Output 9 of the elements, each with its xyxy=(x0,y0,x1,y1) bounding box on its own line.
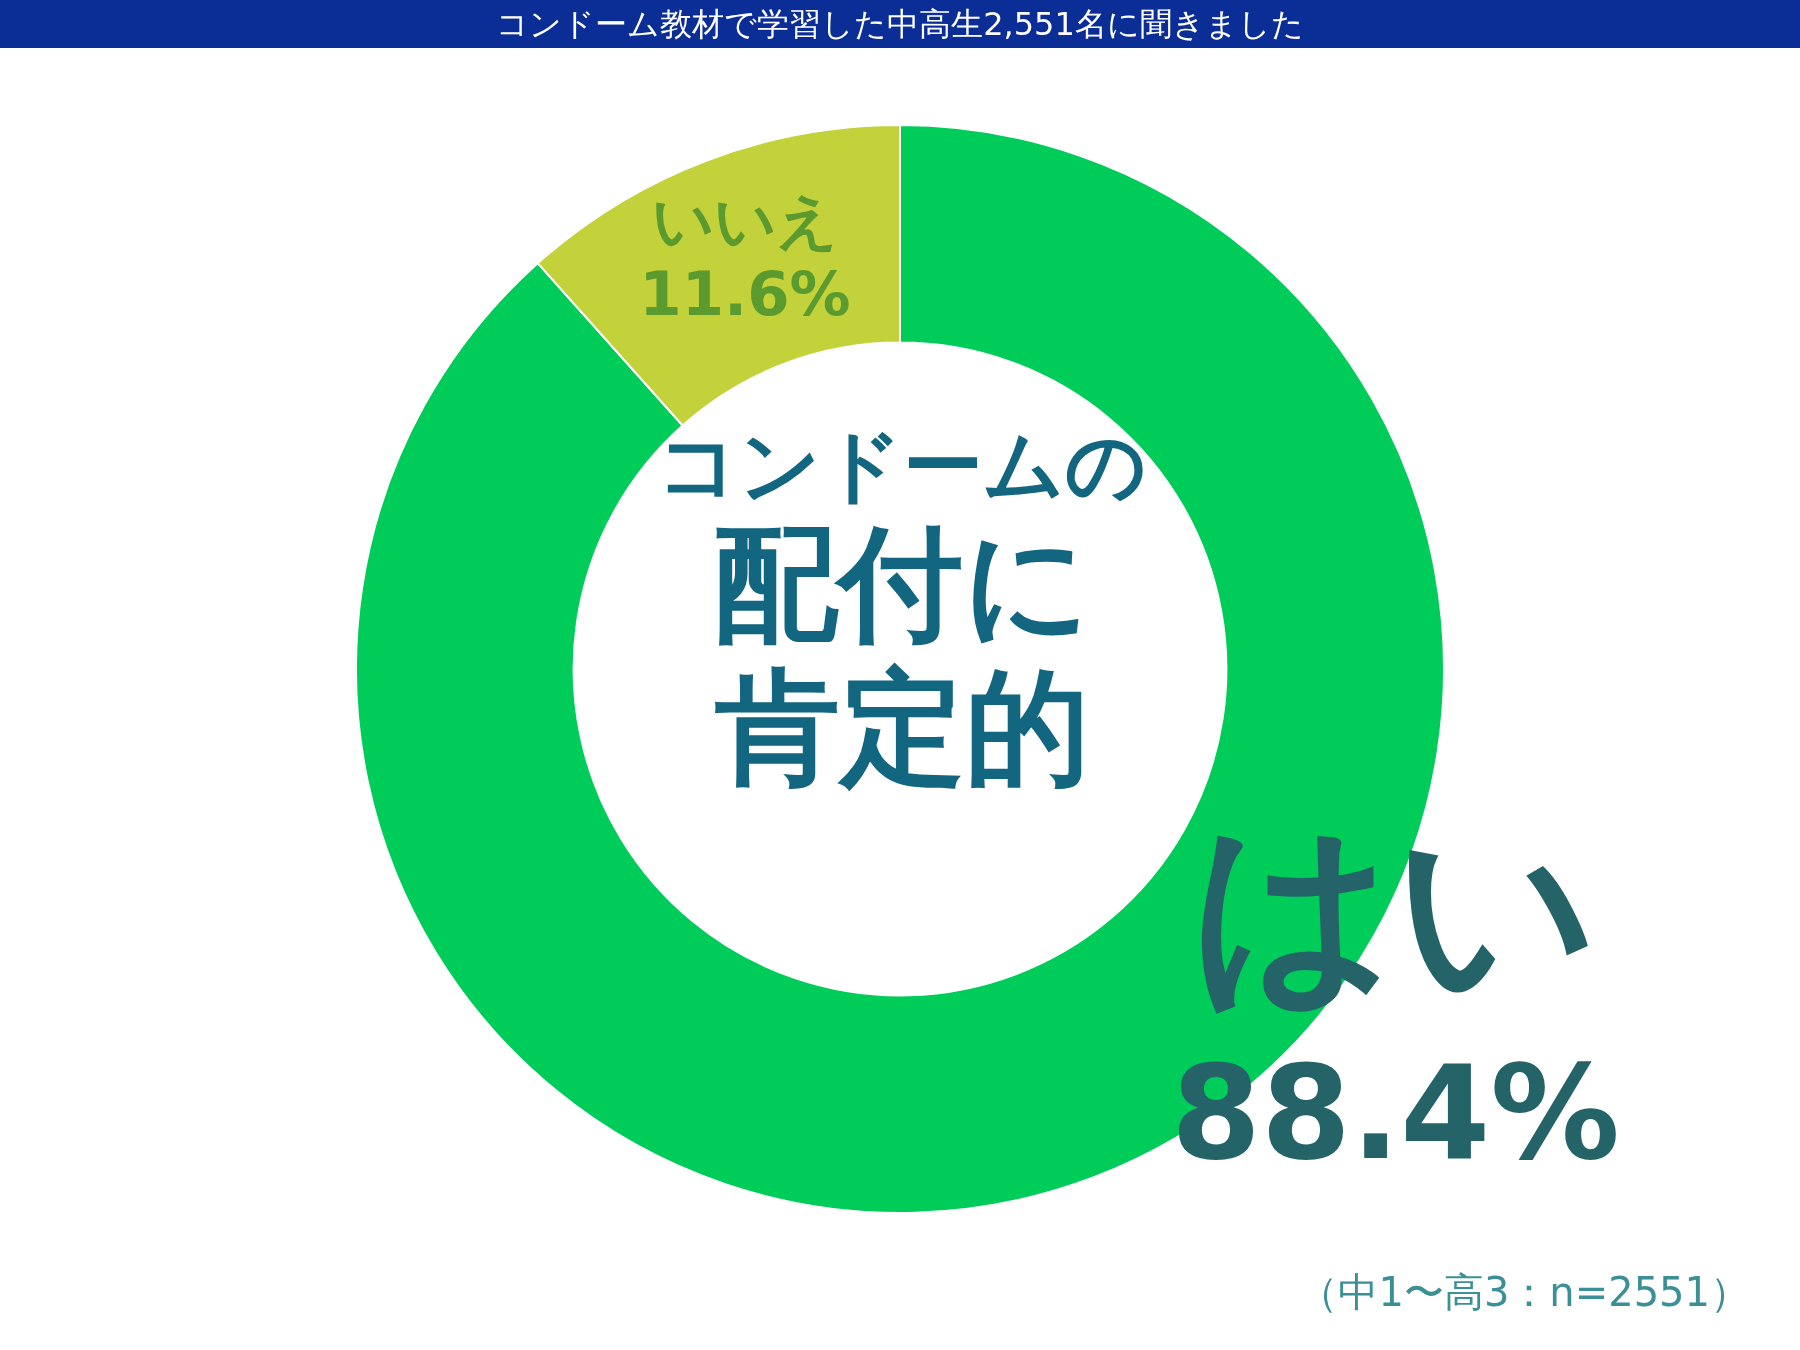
slice-label: いいえ xyxy=(651,184,838,256)
text: （中1〜高3：n=2551） xyxy=(1298,1268,1750,1317)
text: 配付に xyxy=(712,511,1092,656)
slice-label: はい xyxy=(1191,793,1600,1026)
data-label: 11.6% xyxy=(639,257,851,329)
chart-title: コンドーム教材で学習した中高生2,551名に聞きました xyxy=(0,0,1800,48)
text: コンドームの xyxy=(656,419,1148,512)
text: 肯定的 xyxy=(714,654,1090,800)
data-label: 88.4% xyxy=(1170,1037,1620,1189)
